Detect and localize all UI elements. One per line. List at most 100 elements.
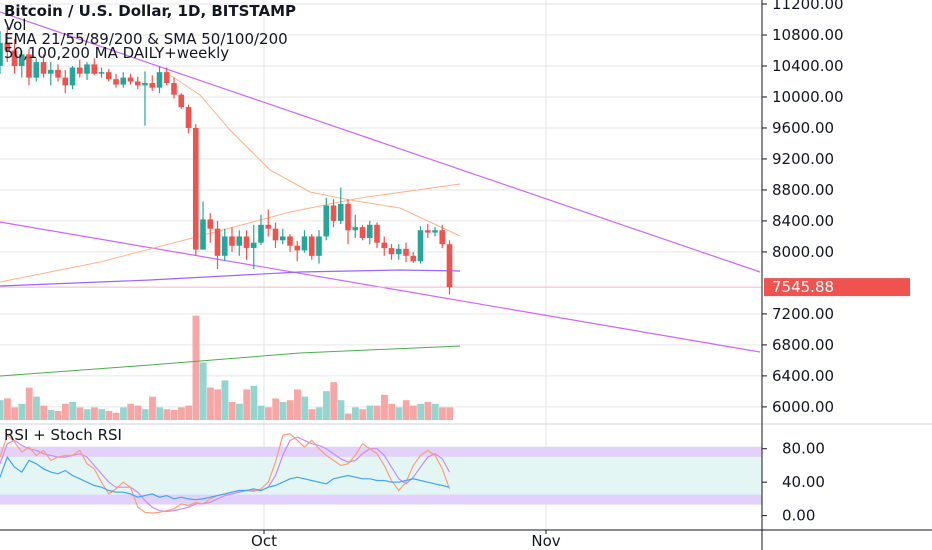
volume-bar	[410, 405, 417, 420]
volume-bar	[257, 405, 265, 420]
volume-bar	[366, 405, 374, 420]
grid	[0, 0, 762, 530]
candle-body	[26, 54, 32, 78]
ema-21-line	[169, 74, 461, 237]
candle-body	[55, 69, 61, 78]
candle-body	[395, 248, 402, 255]
candle-body	[163, 72, 170, 84]
candle-body	[374, 224, 380, 243]
price-tick-label: 8400.00	[772, 212, 834, 230]
candle-body	[127, 77, 134, 82]
candle-body	[432, 230, 438, 233]
volume-bar	[330, 382, 338, 420]
candle-body	[134, 81, 141, 86]
candle-body	[76, 67, 83, 74]
volume-bar	[11, 407, 19, 420]
volume-bar	[395, 407, 403, 420]
candle-body	[330, 205, 337, 221]
candle-body	[149, 83, 156, 88]
candle-body	[11, 50, 18, 66]
price-tick-label: 7200.00	[772, 305, 834, 323]
volume-bar	[417, 403, 425, 420]
volume-bar	[47, 409, 55, 420]
volume-bar	[134, 405, 142, 420]
legend-title: Bitcoin / U.S. Dollar, 1D, BITSTAMP	[4, 2, 297, 20]
volume-bar	[69, 402, 77, 420]
volume-bar	[402, 400, 410, 420]
candle-body	[84, 64, 90, 74]
price-tick-label: 11200.00	[772, 0, 844, 13]
price-tick-label: 6000.00	[772, 398, 834, 416]
candle-body	[91, 64, 98, 74]
volume-bar	[18, 403, 26, 420]
candle-body	[185, 107, 192, 128]
candle-body	[98, 72, 105, 74]
candle-body	[62, 77, 69, 86]
volume-bar	[359, 409, 367, 420]
candle-body	[69, 67, 76, 86]
volume-bar	[112, 412, 120, 420]
candle-body	[272, 228, 279, 241]
volume-bar	[185, 405, 193, 420]
volume-bar	[352, 407, 359, 420]
candle-body	[113, 79, 119, 85]
volume-bar	[431, 403, 439, 420]
candle-body	[446, 244, 453, 288]
volume-bar	[54, 411, 62, 420]
candle-body	[200, 219, 206, 250]
volume-bar	[0, 400, 4, 420]
rsi-tick-label: 80.00	[782, 440, 825, 458]
candle-body	[388, 248, 395, 255]
time-tick-label: Oct	[251, 532, 277, 550]
volume-bar	[279, 402, 287, 420]
rsi-tick-label: 40.00	[782, 473, 825, 491]
volume-bar	[228, 402, 236, 420]
volume-bar	[105, 411, 113, 420]
candle-body	[214, 228, 221, 256]
candle-body	[171, 83, 177, 95]
volume-bar	[214, 389, 222, 420]
candle-body	[279, 236, 286, 241]
candle-body	[417, 230, 424, 262]
candles	[0, 27, 453, 295]
candle-body	[323, 205, 330, 237]
candle-body	[359, 227, 366, 238]
rsi-tick-label: 0.00	[782, 507, 815, 525]
volume-bar	[308, 409, 316, 420]
volume-bar	[301, 396, 309, 420]
volume-bar	[272, 398, 280, 420]
volume-bar	[170, 409, 178, 420]
rsi-band-fill	[0, 448, 762, 499]
candle-body	[316, 236, 322, 256]
volume-bar	[250, 385, 258, 420]
candle-body	[250, 242, 257, 249]
candle-body	[221, 236, 228, 256]
volume-bar	[344, 413, 352, 420]
candle-body	[403, 248, 409, 256]
volume-bar	[243, 389, 251, 420]
ema-200-line	[0, 183, 461, 283]
volume-bar	[98, 409, 106, 420]
candle-body	[236, 236, 243, 246]
rsi-line	[0, 455, 450, 501]
ma-line	[0, 269, 461, 287]
candle-body	[366, 224, 373, 238]
stoch-d-line	[0, 436, 451, 513]
volume-bar	[33, 396, 40, 420]
volume-bar	[141, 409, 149, 420]
trendline-upper	[0, 11, 761, 273]
indicator-lines	[0, 11, 762, 377]
volume-bars	[0, 315, 454, 420]
volume-bar	[120, 407, 127, 420]
volume-bar	[207, 387, 214, 420]
volume-bar	[156, 407, 164, 420]
candle-body	[33, 62, 40, 78]
legend: Bitcoin / U.S. Dollar, 1D, BITSTAMP Vol …	[4, 2, 297, 61]
volume-bar	[265, 407, 272, 420]
candle-body	[424, 230, 431, 233]
volume-bar	[388, 403, 396, 420]
price-tick-label: 10000.00	[772, 88, 844, 106]
price-tick-label: 10800.00	[772, 26, 844, 44]
price-tick-label: 6400.00	[772, 367, 834, 385]
